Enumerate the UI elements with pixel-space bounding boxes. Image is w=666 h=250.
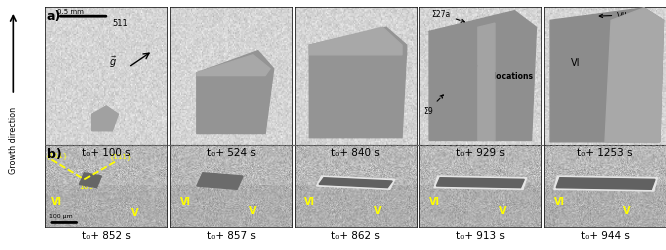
Text: $\vec{g}$: $\vec{g}$ xyxy=(109,55,117,70)
Text: Σ27a: Σ27a xyxy=(432,10,464,23)
Polygon shape xyxy=(197,56,270,76)
Polygon shape xyxy=(316,176,395,190)
Polygon shape xyxy=(309,28,407,138)
Polygon shape xyxy=(309,28,402,56)
Text: VI: VI xyxy=(51,196,63,206)
Polygon shape xyxy=(434,176,527,190)
Text: VI: VI xyxy=(429,196,440,206)
Text: V: V xyxy=(131,207,139,217)
Text: t₀+ 862 s: t₀+ 862 s xyxy=(331,230,380,240)
Text: t₀+ 929 s: t₀+ 929 s xyxy=(456,148,505,158)
Polygon shape xyxy=(197,52,274,134)
Polygon shape xyxy=(556,178,655,190)
Text: b): b) xyxy=(47,148,61,160)
Text: 0.5 mm: 0.5 mm xyxy=(57,9,85,15)
Text: 100 μm: 100 μm xyxy=(49,213,73,218)
Text: a): a) xyxy=(47,10,61,23)
Polygon shape xyxy=(605,9,663,142)
Text: VII: VII xyxy=(599,12,628,20)
Text: t₀+ 100 s: t₀+ 100 s xyxy=(82,148,131,158)
Text: V: V xyxy=(249,205,257,215)
Text: t₀+ 944 s: t₀+ 944 s xyxy=(581,230,629,240)
Polygon shape xyxy=(319,178,392,188)
Polygon shape xyxy=(429,12,536,141)
Text: V: V xyxy=(623,205,631,215)
Text: t₀+ 840 s: t₀+ 840 s xyxy=(331,148,380,158)
Text: VI: VI xyxy=(304,196,316,206)
Text: Growth direction: Growth direction xyxy=(9,106,18,173)
Text: 109°: 109° xyxy=(79,181,98,190)
Text: Dislocations: Dislocations xyxy=(478,66,533,81)
Polygon shape xyxy=(197,173,243,190)
Text: {111}: {111} xyxy=(45,152,68,158)
Polygon shape xyxy=(92,106,119,131)
Text: VI: VI xyxy=(553,196,565,206)
Text: Σ9: Σ9 xyxy=(423,96,444,116)
Text: t₀+ 524 s: t₀+ 524 s xyxy=(206,148,255,158)
Text: t₀+ 913 s: t₀+ 913 s xyxy=(456,230,505,240)
Text: V: V xyxy=(619,66,626,76)
Text: V: V xyxy=(499,205,506,215)
Text: VI: VI xyxy=(180,196,190,206)
Polygon shape xyxy=(550,9,663,142)
Text: V: V xyxy=(374,205,382,215)
Text: t₀+ 1253 s: t₀+ 1253 s xyxy=(577,148,633,158)
Text: 511: 511 xyxy=(113,18,128,28)
Polygon shape xyxy=(436,178,524,188)
Polygon shape xyxy=(79,173,101,188)
Text: t₀+ 857 s: t₀+ 857 s xyxy=(206,230,255,240)
Text: t₀+ 852 s: t₀+ 852 s xyxy=(82,230,131,240)
Text: {111}: {111} xyxy=(109,152,131,159)
Text: VI: VI xyxy=(571,57,580,67)
Polygon shape xyxy=(478,24,495,141)
Polygon shape xyxy=(553,176,657,191)
